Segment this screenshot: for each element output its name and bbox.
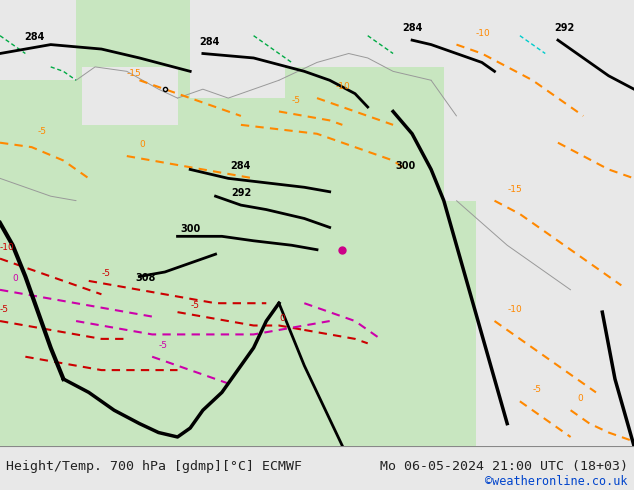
Text: -10: -10 (0, 243, 15, 252)
Text: -10: -10 (507, 305, 522, 314)
Polygon shape (190, 0, 285, 98)
Text: -5: -5 (292, 96, 301, 104)
Text: Mo 06-05-2024 21:00 UTC (18+03): Mo 06-05-2024 21:00 UTC (18+03) (380, 460, 628, 473)
Polygon shape (285, 0, 444, 67)
Polygon shape (444, 0, 634, 201)
Text: -5: -5 (190, 301, 199, 310)
Text: 0: 0 (139, 140, 145, 149)
Text: -5: -5 (533, 386, 541, 394)
Text: 284: 284 (199, 37, 219, 47)
Text: ©weatheronline.co.uk: ©weatheronline.co.uk (485, 475, 628, 488)
Text: -10: -10 (336, 82, 351, 91)
Polygon shape (82, 67, 178, 125)
Text: 292: 292 (554, 23, 574, 33)
Text: 0: 0 (13, 274, 18, 283)
Text: 308: 308 (136, 273, 156, 283)
Text: -10: -10 (476, 29, 490, 38)
Text: 284: 284 (231, 161, 251, 172)
Text: Height/Temp. 700 hPa [gdmp][°C] ECMWF: Height/Temp. 700 hPa [gdmp][°C] ECMWF (6, 460, 302, 473)
Text: -5: -5 (158, 341, 167, 350)
Text: 292: 292 (231, 188, 251, 198)
Text: -5: -5 (38, 127, 47, 136)
Polygon shape (0, 0, 76, 80)
Text: 284: 284 (25, 32, 45, 42)
Text: 0: 0 (279, 314, 285, 323)
Text: -15: -15 (127, 69, 141, 78)
Text: 300: 300 (180, 224, 200, 234)
Polygon shape (0, 0, 634, 446)
Polygon shape (476, 201, 634, 446)
Text: -15: -15 (507, 185, 522, 194)
Text: -5: -5 (101, 270, 110, 278)
Text: 0: 0 (577, 394, 583, 403)
Text: 284: 284 (402, 23, 422, 33)
Text: -5: -5 (0, 305, 9, 314)
Text: 300: 300 (396, 161, 416, 172)
